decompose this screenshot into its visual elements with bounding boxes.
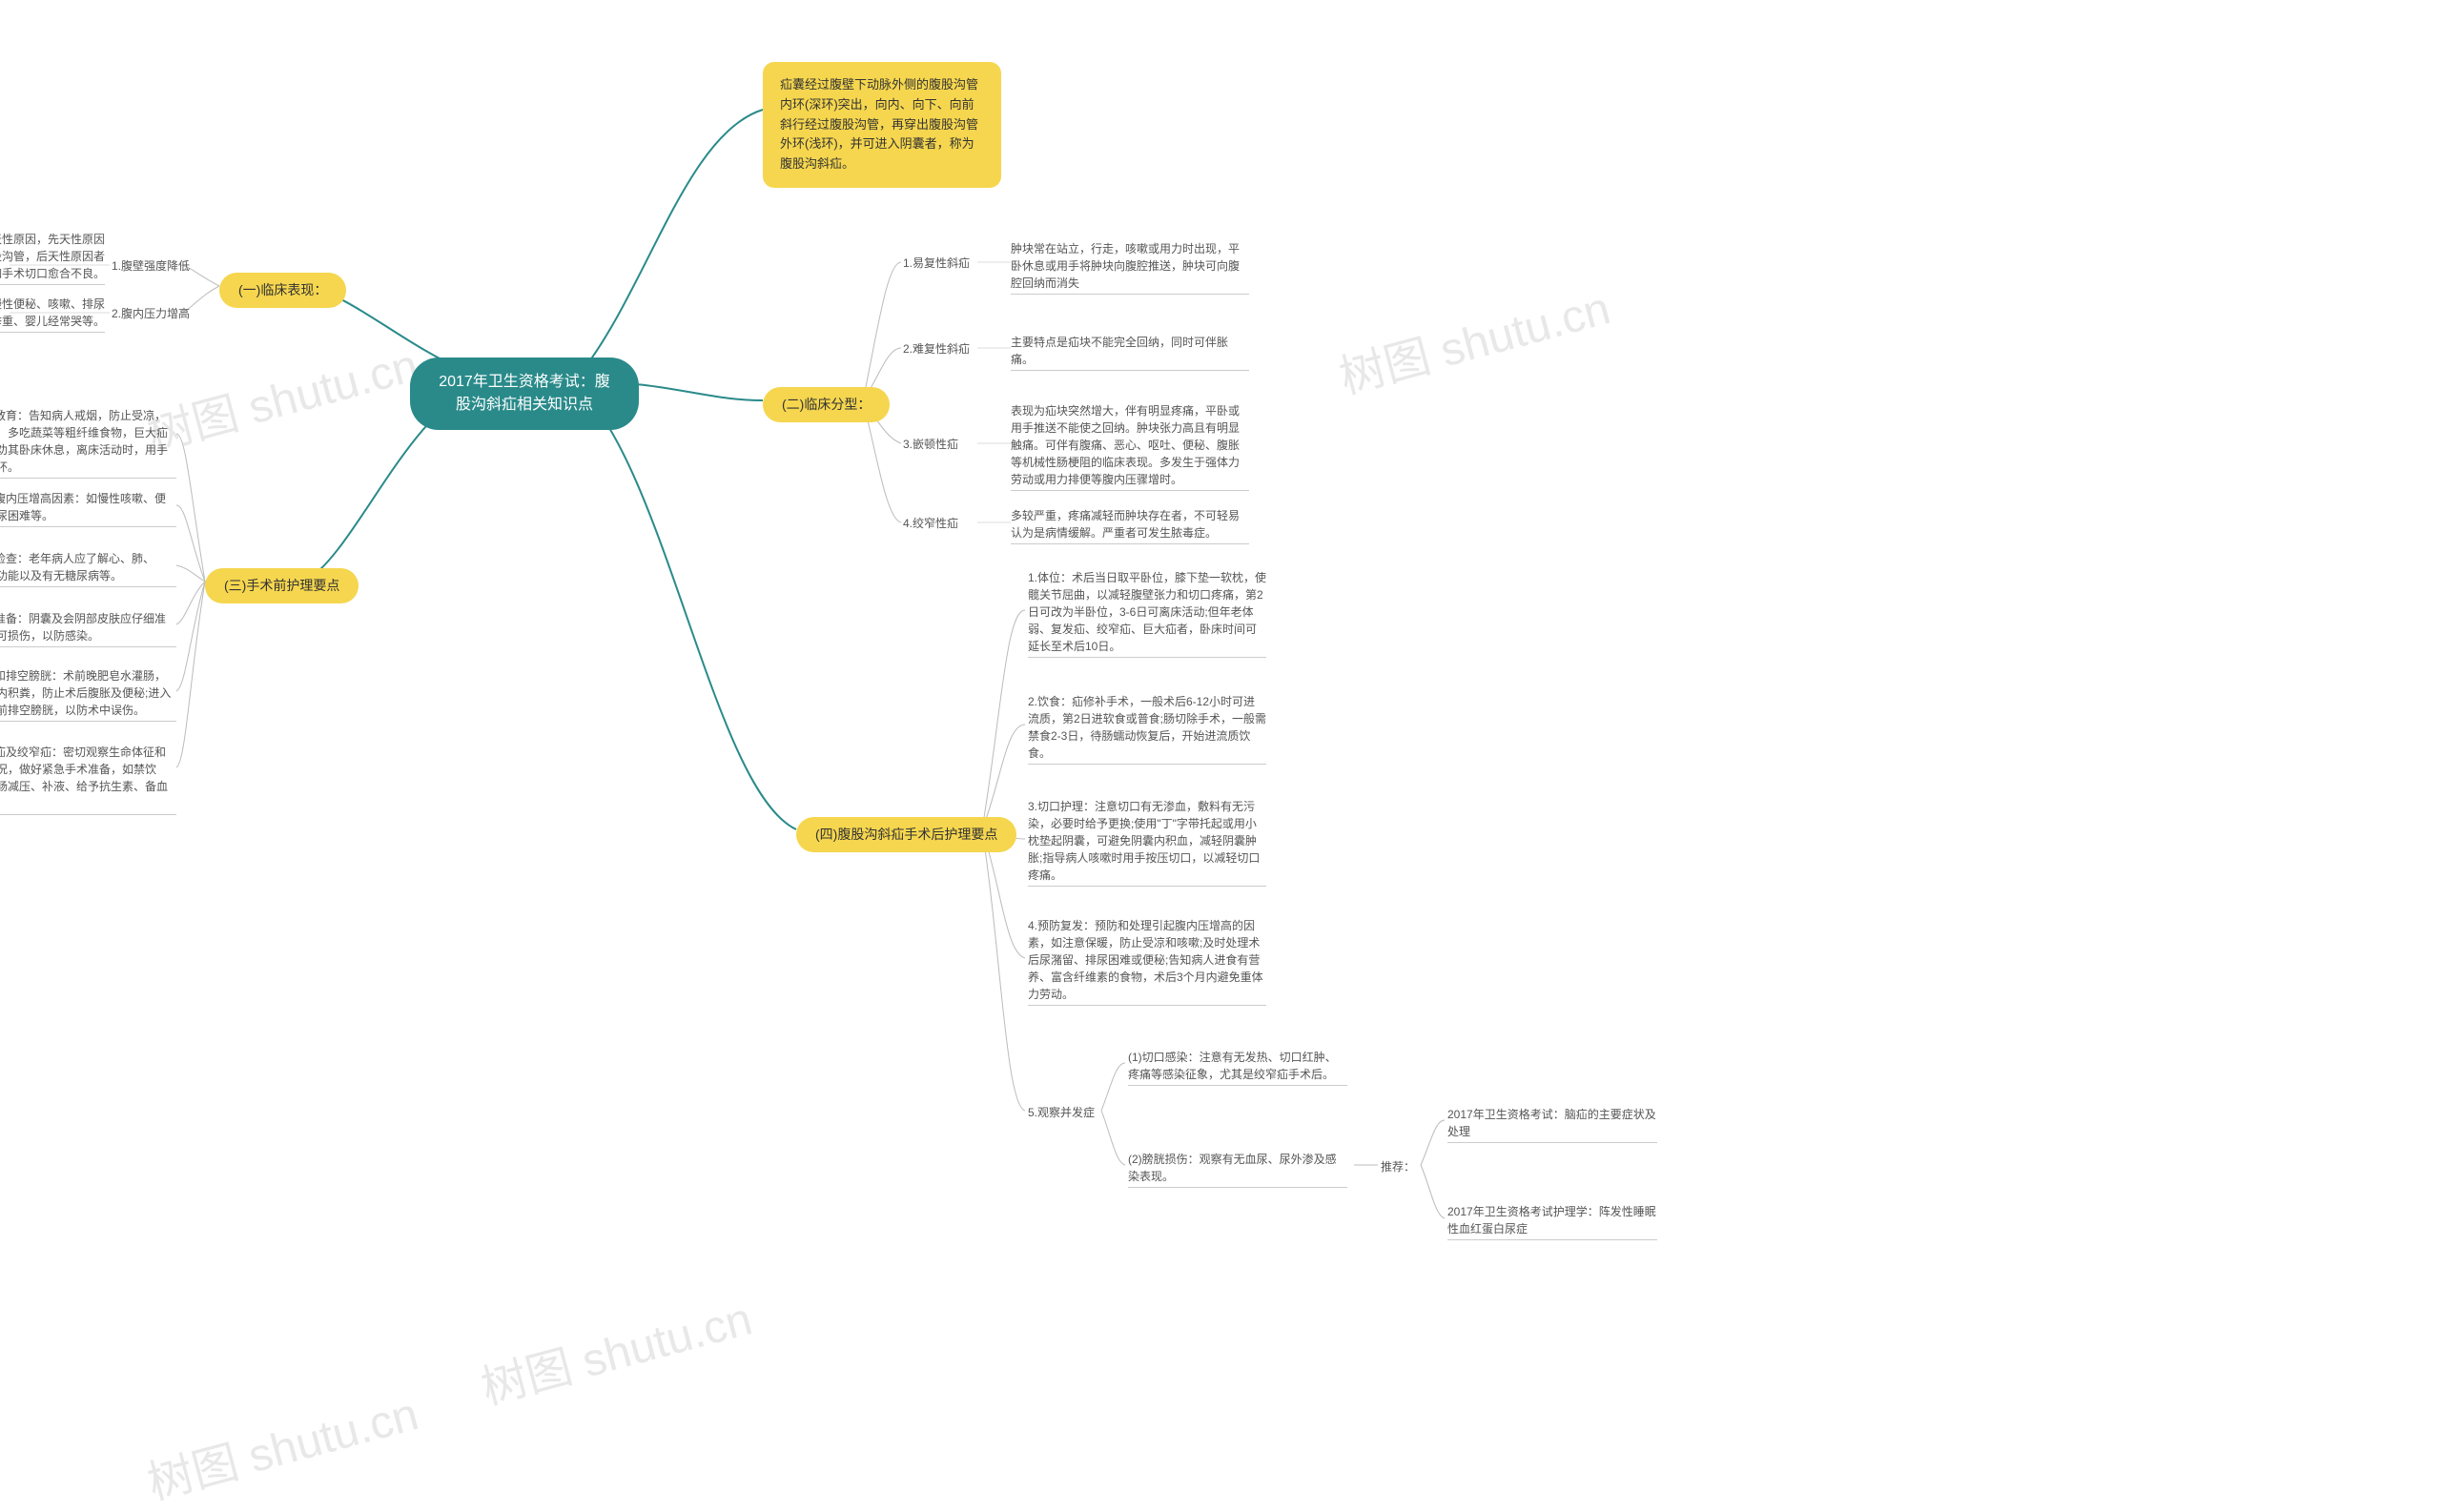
s2-t4-text: 多较严重，疼痛减轻而肿块存在者，不可轻易认为是病情缓解。严重者可发生脓毒症。 (1011, 505, 1249, 546)
s4-p2: 2.饮食：疝修补手术，一般术后6-12小时可进流质，第2日进软食或普食;肠切除手… (1028, 691, 1266, 766)
s4-p3: 3.切口护理：注意切口有无渗血，敷料有无污染，必要时给予更换;使用"丁"字带托起… (1028, 796, 1266, 889)
s2-t2-label: 2.难复性斜疝 (903, 340, 970, 358)
s4-p5-c2: (2)膀胱损伤：观察有无血尿、尿外渗及感染表现。 (1128, 1149, 1347, 1190)
s1-b1-label: 1.腹壁强度降低 (112, 257, 190, 275)
s1-b2-text: 引起腹内压力增高的常见原因有慢性便秘、咳嗽、排尿困难、举重、婴儿经常哭等。 (0, 294, 105, 335)
s3-i3: 3.术前检查：老年病人应了解心、肺、肝、肾功能以及有无糖尿病等。 (0, 548, 176, 589)
s4-rec-label: 推荐： (1381, 1158, 1415, 1175)
section-3[interactable]: (三)手术前护理要点 (205, 568, 359, 603)
s3-i2: 2.消除腹内压增高因素：如慢性咳嗽、便秘、排尿困难等。 (0, 488, 176, 529)
s4-p4: 4.预防复发：预防和处理引起腹内压增高的因素，如注意保暖，防止受凉和咳嗽;及时处… (1028, 915, 1266, 1008)
s2-t4-label: 4.绞窄性疝 (903, 515, 958, 532)
watermark: 树图 shutu.cn (139, 328, 424, 464)
s2-t1-text: 肿块常在站立，行走，咳嗽或用力时出现，平卧休息或用手将肿块向腹腔推送，肿块可向腹… (1011, 238, 1249, 296)
center-node[interactable]: 2017年卫生资格考试：腹股沟斜疝相关知识点 (410, 358, 639, 430)
s4-rec-1: 2017年卫生资格考试：脑疝的主要症状及处理 (1447, 1104, 1657, 1145)
s3-i1: 1.术前教育：告知病人戒烟，防止受凉，多饮水，多吃蔬菜等粗纤维食物，巨大疝者，应… (0, 405, 176, 480)
s2-t3-text: 表现为疝块突然增大，伴有明显疼痛，平卧或用手推送不能使之回纳。肿块张力高且有明显… (1011, 400, 1249, 493)
s4-p1: 1.体位：术后当日取平卧位，膝下垫一软枕，使髋关节屈曲，以减轻腹壁张力和切口疼痛… (1028, 567, 1266, 660)
section-4[interactable]: (四)腹股沟斜疝手术后护理要点 (796, 817, 1016, 852)
section-1[interactable]: (一)临床表现： (219, 273, 346, 308)
s3-i5: 5.灌肠和排空膀胱：术前晚肥皂水灌肠，清除肠内积粪，防止术后腹胀及便秘;进入手术… (0, 665, 176, 724)
s4-rec-2: 2017年卫生资格考试护理学：阵发性睡眠性血红蛋白尿症 (1447, 1201, 1657, 1242)
s2-t3-label: 3.嵌顿性疝 (903, 436, 958, 453)
section-2[interactable]: (二)临床分型： (763, 387, 890, 422)
watermark: 树图 shutu.cn (473, 1281, 758, 1418)
s2-t1-label: 1.易复性斜疝 (903, 255, 970, 272)
s1-b1-text: 常见的因素有：先天性原因和后天性原因，先天性原因患者如精索或子宫圆韧带穿过腹股沟… (0, 229, 105, 287)
intro-box[interactable]: 疝囊经过腹壁下动脉外侧的腹股沟管内环(深环)突出，向内、向下、向前斜行经过腹股沟… (763, 62, 1001, 188)
watermark: 树图 shutu.cn (139, 1377, 424, 1512)
s4-p5-label: 5.观察并发症 (1028, 1104, 1095, 1121)
watermark: 树图 shutu.cn (1331, 271, 1616, 407)
s4-p5-c1: (1)切口感染：注意有无发热、切口红肿、疼痛等感染征象，尤其是绞窄疝手术后。 (1128, 1047, 1347, 1088)
s3-i4: 4.皮肤准备：阴囊及会阴部皮肤应仔细准备，不可损伤，以防感染。 (0, 608, 176, 649)
s1-b2-label: 2.腹内压力增高 (112, 305, 190, 322)
s2-t2-text: 主要特点是疝块不能完全回纳，同时可伴胀痛。 (1011, 332, 1249, 373)
s3-i6: 6.嵌顿疝及绞窄疝：密切观察生命体征和腹部情况，做好紧急手术准备，如禁饮食、胃肠… (0, 742, 176, 817)
